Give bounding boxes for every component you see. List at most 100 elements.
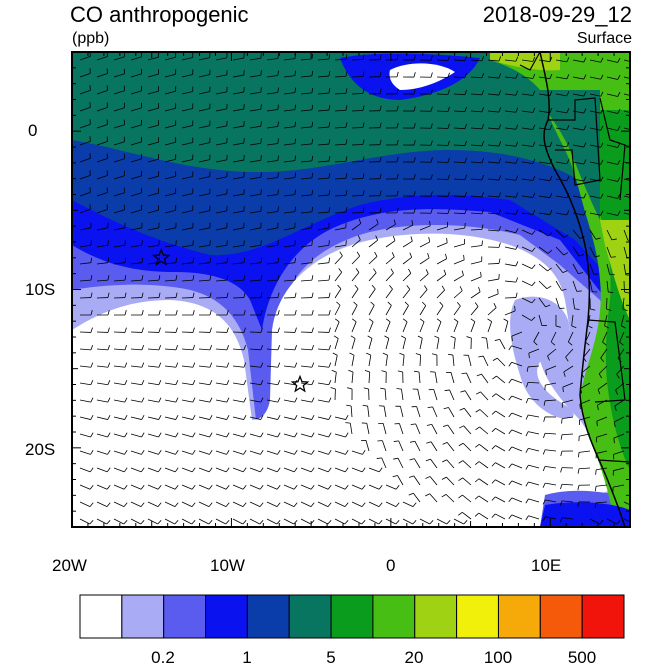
wind-barb <box>436 242 448 248</box>
wind-barb-flag <box>311 327 314 333</box>
wind-barb <box>334 501 346 507</box>
coastline <box>539 52 626 527</box>
wind-barb-flag <box>481 73 485 79</box>
wind-barb-flag <box>260 189 262 195</box>
wind-barb <box>463 408 472 418</box>
wind-barb-flag <box>294 414 298 420</box>
wind-barb-flag <box>259 520 264 525</box>
wind-barb-flag <box>491 479 496 484</box>
wind-barb <box>266 433 278 438</box>
wind-barb <box>96 382 108 386</box>
wind-barb <box>164 279 176 282</box>
wind-barb-flag <box>617 142 621 148</box>
wind-barb <box>418 372 421 384</box>
wind-barb-flag <box>611 238 617 241</box>
wind-barb <box>147 279 159 282</box>
wind-barb <box>511 361 523 367</box>
wind-barb-flag <box>487 318 492 322</box>
wind-barb-flag <box>243 292 246 298</box>
wind-barb <box>368 518 379 525</box>
wind-barb-flag <box>396 105 399 111</box>
wind-barb <box>266 518 277 525</box>
wind-barb <box>317 244 329 248</box>
wind-barb <box>300 211 312 214</box>
wind-barb <box>300 416 312 420</box>
wind-barb-flag <box>328 362 332 368</box>
wind-barb <box>453 227 465 231</box>
wind-barb-flag <box>141 414 145 420</box>
wind-barb-flag <box>311 53 314 59</box>
wind-barb <box>555 195 567 199</box>
wind-barb-flag <box>327 502 332 507</box>
wind-barb <box>571 314 574 326</box>
wind-barb <box>504 127 516 130</box>
wind-barb <box>113 73 125 78</box>
wind-barb <box>366 423 370 435</box>
wind-barb <box>562 399 574 404</box>
wind-barb-flag <box>330 387 336 390</box>
wind-barb <box>402 338 406 350</box>
wind-barb-flag <box>430 140 433 146</box>
wind-barb <box>615 382 625 391</box>
wind-barb <box>585 331 591 343</box>
wind-barb-flag <box>425 493 430 497</box>
wind-barb-flag <box>515 73 519 79</box>
wind-barb-flag <box>402 318 408 323</box>
wind-barb-flag <box>481 192 485 198</box>
wind-barb <box>232 450 244 455</box>
wind-barb <box>589 110 601 114</box>
wind-barb <box>351 144 364 146</box>
wind-barb <box>538 229 549 237</box>
wind-barb-flag <box>361 467 366 473</box>
wind-barb <box>368 272 377 282</box>
wind-barb <box>232 348 244 351</box>
wind-barb <box>334 372 337 384</box>
wind-barb-flag <box>549 124 553 130</box>
wind-barb-flag <box>481 209 485 215</box>
wind-barb <box>368 355 372 367</box>
wind-barb <box>79 55 91 61</box>
wind-barb <box>368 256 378 265</box>
wind-barb <box>464 390 472 401</box>
wind-barb-flag <box>357 235 361 240</box>
wind-barb-flag <box>276 485 281 490</box>
wind-barb <box>419 225 431 231</box>
wind-barb <box>215 467 227 473</box>
wind-barb-flag <box>311 172 314 178</box>
wind-barb <box>79 106 91 112</box>
wind-barb <box>580 382 591 389</box>
wind-barb-flag <box>583 142 587 148</box>
wind-barb <box>113 501 125 507</box>
wind-barb-flag <box>481 56 485 62</box>
wind-barb-flag <box>345 105 348 111</box>
wind-barb-flag <box>157 502 162 507</box>
wind-barb-flag <box>277 292 280 298</box>
wind-barb <box>113 262 125 265</box>
wind-barb-flag <box>428 236 431 243</box>
wind-barb <box>283 143 295 146</box>
wind-barb-flag <box>498 141 502 147</box>
wind-barb <box>181 74 193 78</box>
wind-barb-flag <box>498 107 502 113</box>
wind-barb-flag <box>175 397 179 403</box>
wind-barb <box>249 227 261 231</box>
wind-barb-flag <box>311 206 314 212</box>
wind-barb <box>198 262 210 265</box>
wind-barb <box>147 209 159 214</box>
wind-barb <box>470 195 482 198</box>
wind-barb <box>470 93 482 96</box>
wind-barb-flag <box>158 362 162 368</box>
colorbar-swatch <box>288 594 332 639</box>
wind-barb-flag <box>525 448 529 453</box>
wind-barb-flag <box>260 240 262 246</box>
wind-barb-flag <box>260 53 262 59</box>
wind-barb-flag <box>562 387 564 393</box>
wind-barb-flag <box>635 92 637 96</box>
wind-barb <box>164 56 176 61</box>
wind-barb <box>606 93 618 97</box>
wind-barb-flag <box>395 485 400 490</box>
wind-barb <box>596 467 608 471</box>
wind-barb <box>487 263 500 265</box>
wind-barb <box>616 365 625 375</box>
wind-barb <box>130 501 142 507</box>
